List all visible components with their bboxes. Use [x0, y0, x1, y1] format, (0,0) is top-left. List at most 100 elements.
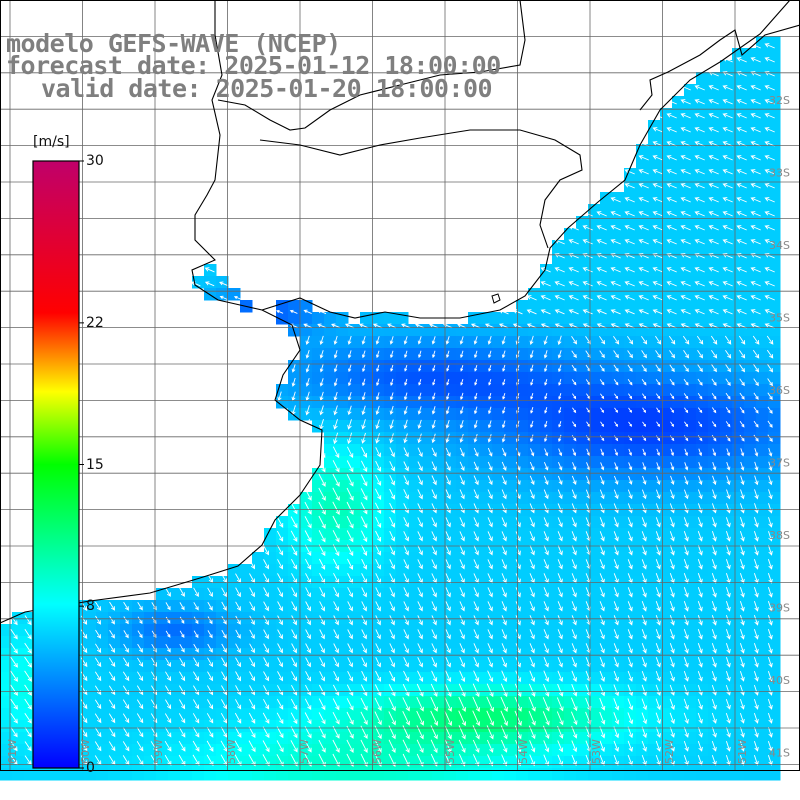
wind-speed-cell	[216, 636, 229, 649]
wind-arrow	[641, 643, 647, 654]
wind-arrow	[530, 406, 534, 414]
wind-speed-cell	[276, 516, 289, 529]
wind-speed-cell	[588, 624, 601, 637]
wind-speed-cell	[540, 312, 553, 325]
wind-speed-cell	[696, 108, 709, 121]
wind-arrow	[263, 643, 269, 654]
wind-arrow	[543, 335, 548, 345]
wind-speed-cell	[360, 312, 373, 325]
wind-speed-cell	[228, 660, 241, 673]
wind-arrow	[767, 392, 773, 400]
wind-speed-cell	[768, 744, 781, 757]
wind-speed-cell	[312, 348, 325, 361]
wind-arrow	[753, 531, 759, 542]
wind-arrow	[487, 587, 493, 598]
wind-arrow	[738, 335, 746, 345]
wind-arrow	[319, 558, 326, 570]
wind-speed-cell	[408, 384, 421, 397]
wind-speed-cell	[612, 432, 625, 445]
wind-speed-cell	[600, 672, 613, 685]
wind-arrow	[417, 531, 423, 542]
wind-arrow	[722, 281, 733, 287]
wind-arrow	[431, 615, 437, 626]
wind-speed-cell	[660, 648, 673, 661]
wind-speed-cell	[120, 720, 133, 733]
wind-arrow	[599, 531, 605, 542]
wind-speed-cell	[708, 672, 721, 685]
wind-arrow	[445, 629, 451, 640]
wind-speed-cell	[744, 636, 757, 649]
wind-speed-cell	[456, 660, 469, 673]
wind-speed-cell	[756, 168, 769, 181]
wind-speed-cell	[468, 756, 481, 769]
wind-speed-cell	[408, 456, 421, 469]
wind-speed-cell	[516, 768, 529, 781]
wind-arrow	[683, 435, 689, 442]
wind-arrow	[683, 364, 689, 373]
wind-speed-cell	[624, 204, 637, 217]
wind-speed-cell	[408, 528, 421, 541]
wind-speed-cell	[756, 336, 769, 349]
wind-speed-cell	[552, 312, 565, 325]
wind-arrow	[249, 657, 255, 668]
wind-arrow	[684, 407, 689, 414]
wind-speed-cell	[576, 768, 589, 781]
wind-arrow	[652, 113, 663, 119]
wind-arrow	[389, 350, 394, 359]
wind-speed-cell	[636, 480, 649, 493]
wind-arrow	[318, 530, 326, 543]
wind-speed-cell	[312, 588, 325, 601]
wind-speed-cell	[168, 684, 181, 697]
wind-arrow	[711, 421, 717, 428]
wind-speed-cell	[768, 144, 781, 157]
wind-arrow	[277, 629, 283, 640]
wind-speed-cell	[756, 768, 769, 781]
wind-arrow	[445, 545, 451, 556]
wind-speed-cell	[456, 468, 469, 481]
wind-speed-cell	[504, 636, 517, 649]
wind-speed-cell	[504, 492, 517, 505]
wind-arrow	[638, 211, 649, 217]
wind-arrow	[739, 392, 745, 400]
wind-speed-cell	[588, 660, 601, 673]
wind-arrow	[333, 587, 339, 598]
wind-speed-cell	[612, 312, 625, 325]
wind-arrow	[641, 587, 647, 598]
wind-speed-cell	[660, 660, 673, 673]
wind-speed-cell	[408, 744, 421, 757]
wind-speed-cell	[528, 312, 541, 325]
wind-speed-cell	[228, 612, 241, 625]
wind-arrow	[558, 393, 562, 400]
wind-speed-cell	[480, 636, 493, 649]
wind-speed-cell	[516, 420, 529, 433]
wind-speed-cell	[696, 180, 709, 193]
wind-arrow	[179, 630, 185, 638]
wind-speed-cell	[576, 504, 589, 517]
wind-arrow	[697, 393, 703, 400]
wind-arrow	[10, 642, 18, 654]
wind-speed-cell	[516, 660, 529, 673]
wind-arrow	[767, 364, 774, 373]
wind-speed-cell	[576, 372, 589, 385]
wind-speed-cell	[600, 744, 613, 757]
wind-speed-cell	[588, 444, 601, 457]
wind-speed-cell	[456, 396, 469, 409]
wind-speed-cell	[684, 216, 697, 229]
wind-speed-cell	[432, 660, 445, 673]
wind-speed-cell	[528, 384, 541, 397]
wind-speed-cell	[684, 708, 697, 721]
wind-arrow	[628, 462, 633, 471]
wind-speed-cell	[348, 324, 361, 337]
wind-speed-cell	[564, 492, 577, 505]
wind-speed-cell	[708, 492, 721, 505]
wind-speed-cell	[192, 768, 205, 781]
wind-speed-cell	[312, 516, 325, 529]
wind-speed-cell	[744, 660, 757, 673]
wind-speed-cell	[696, 144, 709, 157]
wind-arrow	[599, 336, 606, 345]
wind-arrow	[361, 378, 366, 387]
wind-arrow	[375, 474, 382, 486]
wind-speed-cell	[504, 696, 517, 709]
wind-arrow	[722, 211, 733, 217]
wind-speed-cell	[756, 480, 769, 493]
